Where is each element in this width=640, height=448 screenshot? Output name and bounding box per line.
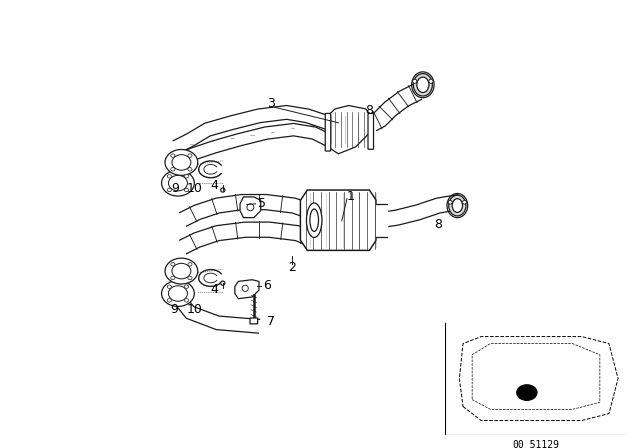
Ellipse shape — [310, 209, 319, 232]
Polygon shape — [300, 190, 376, 250]
Polygon shape — [235, 280, 259, 299]
Ellipse shape — [167, 285, 172, 289]
Polygon shape — [376, 204, 387, 237]
Text: 4: 4 — [210, 179, 218, 192]
Ellipse shape — [171, 154, 175, 157]
Ellipse shape — [307, 203, 322, 237]
Ellipse shape — [168, 286, 188, 301]
Text: 00_51129: 00_51129 — [513, 439, 559, 448]
Polygon shape — [369, 84, 422, 130]
Ellipse shape — [188, 263, 192, 266]
Ellipse shape — [221, 281, 225, 285]
Ellipse shape — [161, 280, 195, 306]
Ellipse shape — [171, 168, 175, 171]
Ellipse shape — [413, 73, 433, 96]
Text: 8: 8 — [435, 218, 442, 231]
Ellipse shape — [452, 198, 463, 212]
Ellipse shape — [449, 195, 466, 216]
Ellipse shape — [463, 200, 467, 204]
Text: 7: 7 — [267, 314, 275, 327]
Ellipse shape — [188, 276, 192, 280]
Ellipse shape — [171, 263, 175, 266]
Text: 4: 4 — [210, 283, 218, 296]
Ellipse shape — [449, 200, 452, 204]
Ellipse shape — [184, 285, 189, 289]
Text: 10: 10 — [187, 303, 202, 316]
Text: 9: 9 — [172, 182, 179, 195]
Ellipse shape — [184, 175, 189, 178]
Ellipse shape — [167, 299, 172, 302]
Polygon shape — [314, 234, 343, 250]
Ellipse shape — [221, 188, 225, 192]
Ellipse shape — [172, 263, 191, 279]
Text: 9: 9 — [170, 303, 179, 316]
Ellipse shape — [167, 188, 172, 192]
Ellipse shape — [188, 154, 192, 157]
Ellipse shape — [184, 299, 189, 302]
Text: 2: 2 — [288, 261, 296, 274]
Circle shape — [517, 385, 537, 400]
Polygon shape — [314, 200, 344, 219]
Polygon shape — [173, 106, 330, 153]
Ellipse shape — [172, 155, 191, 170]
Text: 6: 6 — [262, 279, 271, 292]
Text: 3: 3 — [267, 97, 275, 110]
Ellipse shape — [161, 170, 195, 196]
Text: 10: 10 — [187, 182, 202, 195]
Ellipse shape — [171, 276, 175, 280]
Polygon shape — [180, 222, 317, 254]
FancyArrowPatch shape — [243, 198, 255, 203]
Text: 8: 8 — [365, 104, 373, 117]
Ellipse shape — [184, 188, 189, 192]
Polygon shape — [170, 282, 260, 333]
Ellipse shape — [247, 204, 254, 211]
Ellipse shape — [188, 168, 192, 171]
Ellipse shape — [242, 285, 248, 292]
Ellipse shape — [429, 79, 433, 83]
FancyBboxPatch shape — [250, 318, 258, 324]
Polygon shape — [379, 194, 460, 228]
Ellipse shape — [417, 77, 429, 93]
Ellipse shape — [167, 175, 172, 178]
Polygon shape — [180, 194, 317, 226]
FancyBboxPatch shape — [325, 113, 331, 151]
Polygon shape — [174, 124, 331, 167]
FancyBboxPatch shape — [368, 113, 374, 149]
Text: 5: 5 — [259, 197, 266, 210]
Polygon shape — [240, 197, 260, 218]
Text: 1: 1 — [346, 190, 355, 203]
Ellipse shape — [165, 150, 198, 175]
Ellipse shape — [165, 258, 198, 284]
Polygon shape — [328, 106, 373, 154]
Ellipse shape — [168, 175, 188, 191]
Ellipse shape — [413, 79, 417, 83]
